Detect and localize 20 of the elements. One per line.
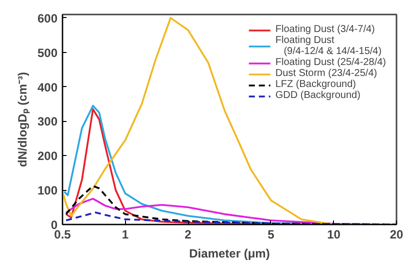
y-axis-title: dN/dlogDₚ (cm⁻³) [15, 72, 30, 167]
y-tick-label: 200 [37, 149, 58, 164]
x-axis-title: Diameter (μm) [189, 246, 270, 260]
x-tick-label: 20 [390, 228, 404, 242]
y-tick-label: 400 [37, 80, 58, 94]
x-tick-label: 1 [122, 228, 129, 242]
y-tick-label: 100 [37, 184, 58, 198]
legend-label: Dust Storm (23/4-25/4) [275, 68, 378, 79]
legend-label: Floating Dust (3/4-7/4) [275, 24, 375, 35]
y-tick-label: 600 [37, 11, 58, 26]
x-tick-label: 2 [184, 228, 192, 242]
x-tick-label: 0.5 [54, 228, 72, 242]
legend-label: GDD (Background) [275, 90, 360, 101]
legend-label: Floating Dust (25/4-28/4) [275, 57, 386, 68]
x-tick-label: 5 [268, 228, 275, 242]
x-tick-label: 10 [327, 228, 341, 242]
legend-label: Floating Dust (9/4-12/4 & 14/4-15/4) [275, 35, 382, 57]
y-tick-label: 300 [37, 114, 58, 129]
y-tick-label: 500 [37, 46, 58, 60]
legend-label: LFZ (Background) [275, 79, 356, 90]
